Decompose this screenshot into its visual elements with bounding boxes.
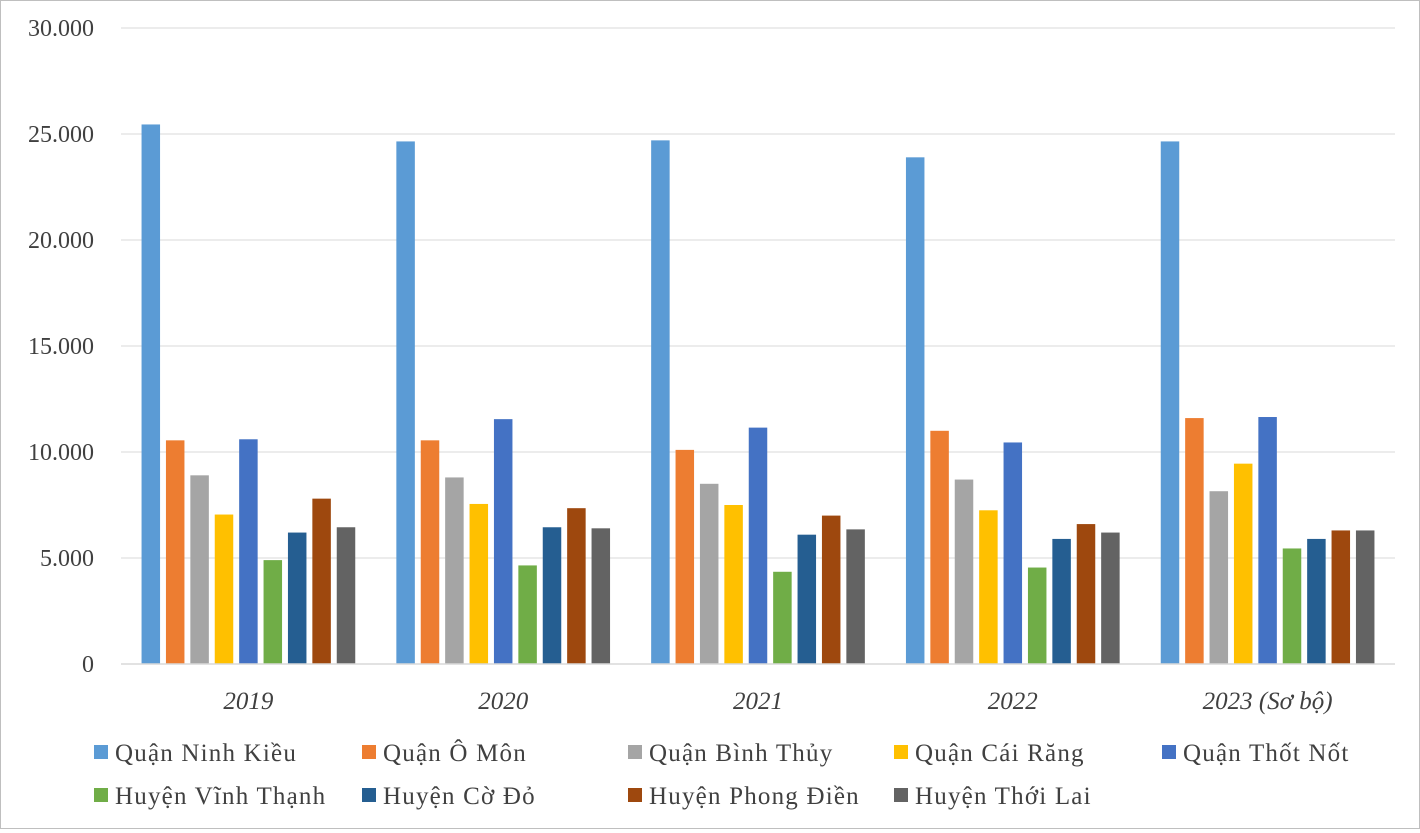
bar [905, 157, 925, 664]
gridlines [121, 27, 1395, 559]
bar [518, 565, 537, 664]
legend-label: Huyện Thới Lai [915, 783, 1092, 810]
legend-swatch [362, 745, 376, 759]
x-tick-label: 2022 [988, 688, 1038, 715]
bar [493, 419, 513, 664]
bar [396, 141, 415, 665]
bar [1027, 567, 1047, 664]
legend-swatch [1162, 745, 1176, 759]
bar [773, 571, 792, 664]
y-tick-label: 15.000 [28, 334, 94, 360]
x-tick-label: 2020 [478, 688, 529, 715]
bar [1076, 524, 1096, 664]
bar [469, 503, 489, 664]
x-tick-label: 2023 (Sơ bộ) [1203, 688, 1333, 715]
legend: Quận Ninh Kiều Quận Ô Môn Quận Bình Thủy Qu… [94, 739, 1350, 810]
legend-swatch [94, 788, 108, 802]
legend-label: Quận Thốt Nốt [1183, 740, 1350, 767]
bar [542, 527, 562, 664]
bar [141, 124, 161, 664]
bar [699, 483, 719, 664]
axes: 0 5.000 10.000 15.000 20.000 25.000 30.000 2019… [28, 16, 1395, 715]
bar [239, 439, 258, 664]
bar [1209, 491, 1229, 664]
bar [979, 510, 998, 664]
bar [930, 430, 949, 664]
bar [675, 449, 695, 664]
bar [1003, 442, 1023, 664]
bar [1258, 417, 1277, 664]
bar [797, 534, 817, 664]
bar [1052, 538, 1071, 664]
bar [591, 528, 611, 664]
bar [214, 514, 234, 664]
legend-label: Quận Bình Thủy [649, 740, 833, 767]
bar [420, 440, 440, 664]
bar [287, 532, 307, 664]
legend-label: Quận Cái Răng [915, 740, 1085, 767]
bar [724, 505, 743, 664]
bar [567, 508, 586, 664]
legend-swatch [628, 745, 642, 759]
y-tick-label: 20.000 [28, 228, 94, 254]
bar [336, 527, 356, 664]
legend-swatch [94, 745, 108, 759]
legend-label: Huyện Phong Điền [649, 783, 860, 810]
bar [954, 479, 974, 664]
bar [1233, 463, 1253, 664]
y-tick-label: 25.000 [28, 122, 94, 148]
bar [1185, 418, 1204, 664]
legend-swatch [362, 788, 376, 802]
y-tick-label: 5.000 [40, 546, 94, 572]
legend-swatch [894, 788, 908, 802]
bars [141, 124, 1375, 665]
bar [1282, 548, 1302, 664]
bar [190, 475, 209, 664]
bar [1101, 532, 1120, 664]
bar [748, 427, 768, 664]
y-tick-label: 30.000 [28, 16, 94, 42]
bar [1307, 538, 1326, 664]
legend-label: Quận Ô Môn [383, 739, 527, 767]
bar [1331, 530, 1351, 664]
y-tick-label: 0 [82, 652, 94, 678]
bar [1160, 141, 1180, 665]
legend-label: Huyện Vĩnh Thạnh [115, 783, 326, 810]
legend-swatch [894, 745, 908, 759]
y-tick-label: 10.000 [28, 440, 94, 466]
bar [846, 529, 865, 664]
bar [1355, 530, 1375, 664]
legend-swatch [628, 788, 642, 802]
bar [165, 440, 185, 664]
bar [312, 498, 331, 664]
bar [445, 477, 464, 664]
bar [263, 560, 283, 664]
legend-label: Huyện Cờ Đỏ [383, 783, 536, 810]
x-tick-label: 2021 [733, 688, 783, 715]
legend-label: Quận Ninh Kiều [115, 740, 297, 767]
bar [651, 140, 670, 665]
x-tick-label: 2019 [223, 688, 274, 715]
bar [821, 515, 841, 664]
